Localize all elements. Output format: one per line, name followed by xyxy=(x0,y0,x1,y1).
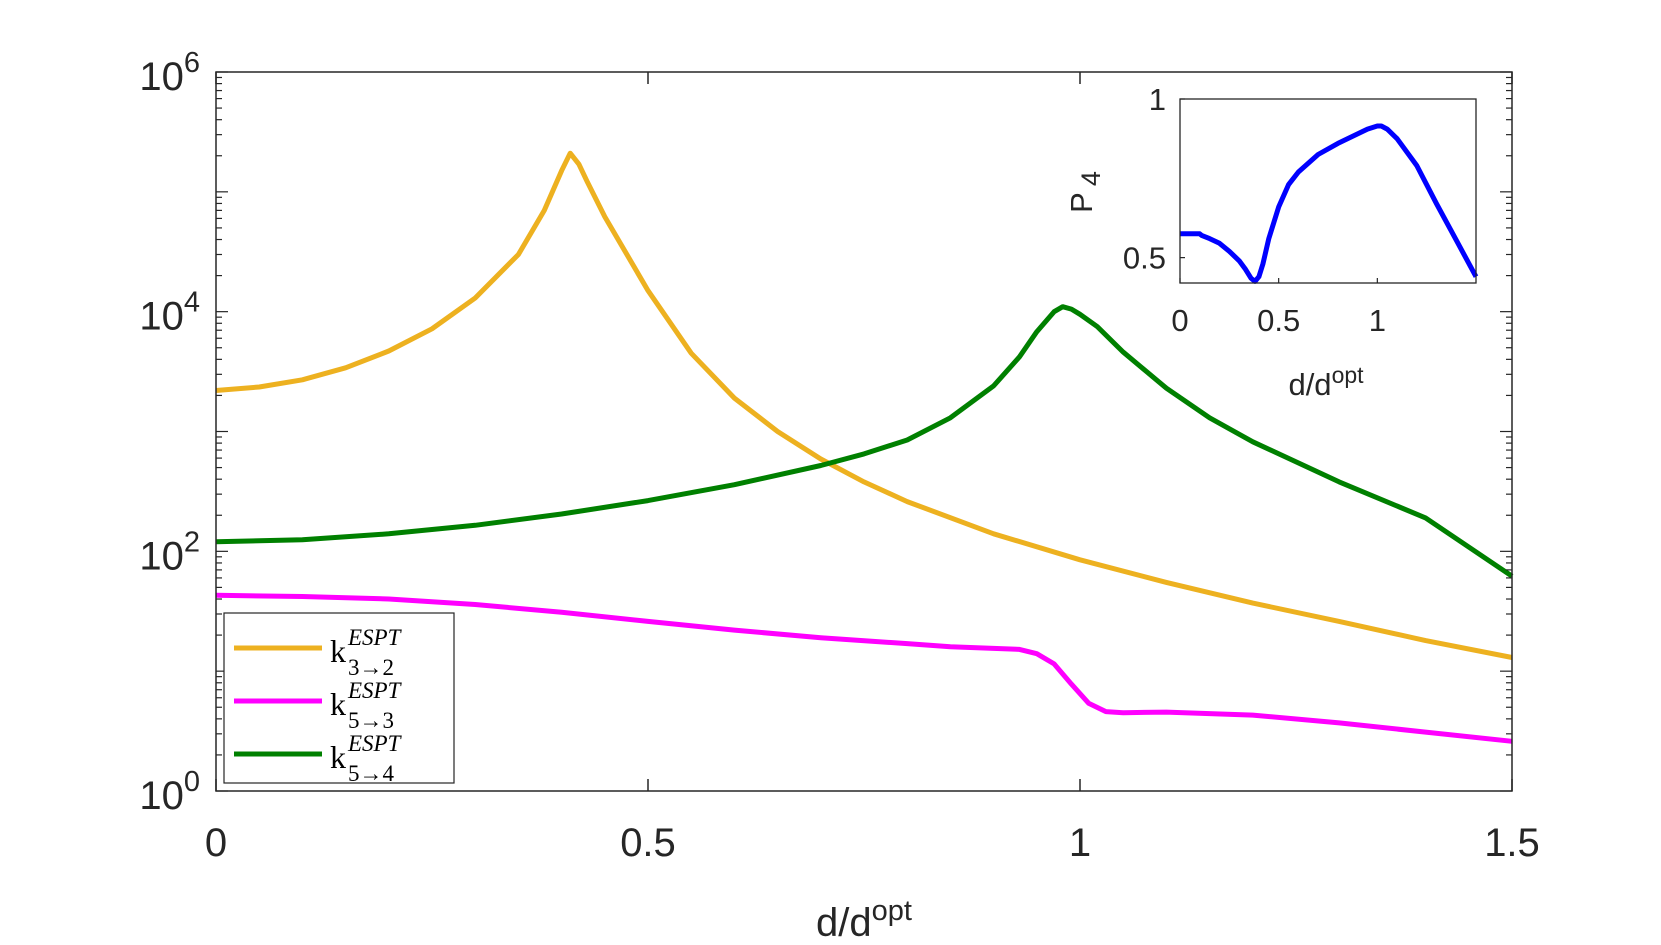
legend-label-0: kESPT 3→2 xyxy=(330,625,403,680)
inset-x-axis-label-sup: opt xyxy=(1332,362,1365,388)
inset-x-tick-label: 0.5 xyxy=(1257,303,1300,338)
inset-plot-area: 0 0.5 1 0.51 d/dopt P4 xyxy=(1064,82,1479,402)
inset-y-tick-label: 0.5 xyxy=(1123,241,1166,276)
main-x-axis-label: d/dopt xyxy=(816,895,912,945)
main-x-tick-label: 1 xyxy=(1069,821,1091,865)
main-x-axis-label-sup: opt xyxy=(872,895,912,927)
legend-label-2: kESPT 5→4 xyxy=(330,731,403,786)
inset-x-tick-label: 1 xyxy=(1369,303,1386,338)
inset-x-tick-label: 0 xyxy=(1171,303,1188,338)
inset-y-axis-label-sub: 4 xyxy=(1076,171,1106,186)
main-x-tick-labels: 0 0.5 1 1.5 xyxy=(205,821,1540,865)
main-y-tick-label: 100 xyxy=(139,766,200,818)
inset-ticks-group xyxy=(1179,98,1378,283)
main-y-tick-labels: 100 102 104 106 xyxy=(139,47,200,818)
main-x-tick-label: 0.5 xyxy=(620,821,676,865)
inset-series-line-0 xyxy=(1180,123,1479,284)
main-y-tick-label: 104 xyxy=(139,287,200,339)
main-ticks-group xyxy=(215,71,1513,792)
main-series-line-2 xyxy=(215,304,1514,579)
main-y-tick-label: 106 xyxy=(139,47,200,99)
inset-y-tick-labels: 0.51 xyxy=(1123,82,1166,276)
inset-y-axis-label: P4 xyxy=(1064,171,1106,213)
main-series-line-1 xyxy=(215,592,1513,744)
main-series-group xyxy=(215,150,1514,744)
main-x-tick-label: 0 xyxy=(205,821,227,865)
main-x-tick-label: 1.5 xyxy=(1484,821,1540,865)
inset-series-group xyxy=(1180,123,1479,284)
main-y-tick-label: 102 xyxy=(139,526,200,578)
legend-label-1: kESPT 5→3 xyxy=(330,678,403,733)
inset-x-axis-label: d/dopt xyxy=(1288,362,1364,402)
inset-x-tick-labels: 0 0.5 1 xyxy=(1171,303,1386,338)
inset-y-tick-label: 1 xyxy=(1149,82,1166,117)
main-series-line-0 xyxy=(215,150,1513,660)
inset-axes-box xyxy=(1179,98,1477,284)
